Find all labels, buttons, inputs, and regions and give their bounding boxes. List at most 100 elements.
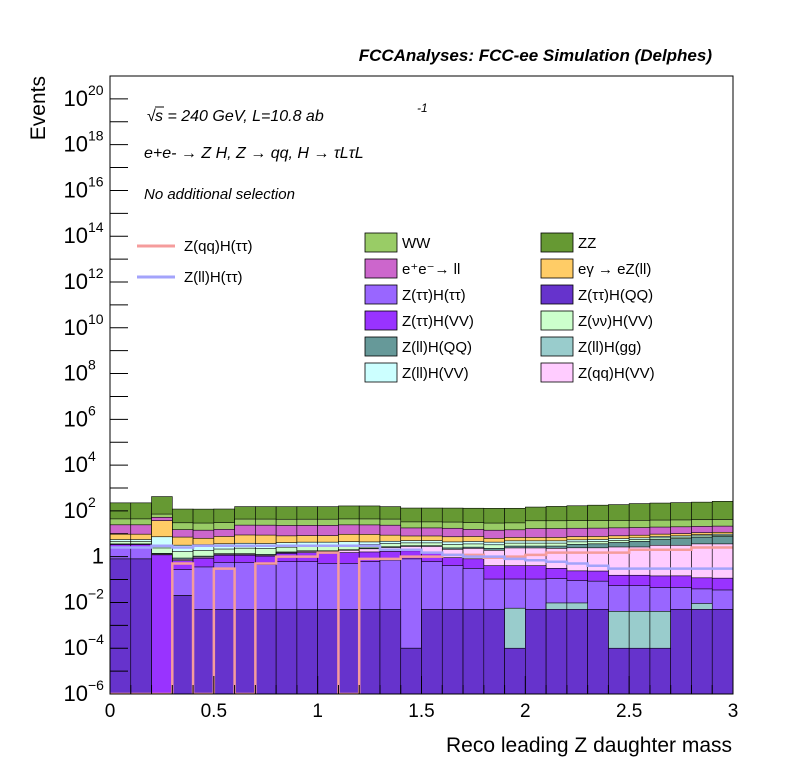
stack-bar [421,609,443,694]
legend-lines: Z(qq)H(ττ) Z(ll)H(ττ) [137,238,253,286]
sqrt-symbol-glyph: √ [147,108,156,125]
stack-bar [670,609,692,694]
stack-bar [255,609,277,694]
overlay-series-1 [110,544,733,570]
stack-bar [130,558,152,694]
y-tick-exponent: 20 [88,82,104,98]
stack-bar [441,609,464,694]
legend-fill-label: Z(qq)H(VV) [578,365,655,382]
stack-bar [275,609,298,694]
legend-fill-label: Z(νν)H(VV) [578,313,653,330]
legend-fill-swatch [540,310,574,331]
x-tick-label: 3 [728,701,739,722]
legend-fills: WW ZZ e⁺e⁻→ ll eγ → eZ(ll) Z(ττ)H(ττ) Z(ττ)H(… [364,232,655,383]
legend-fill-swatch [540,232,574,253]
y-tick-exponent: −4 [88,631,104,647]
legend-fill-swatch [364,362,398,383]
y-tick-label: 10 [64,635,88,660]
x-tick-label: 1 [312,701,323,722]
stack-bar [649,647,672,694]
stack-bar [462,609,485,694]
x-tick-label: 2.5 [616,701,642,722]
legend-fill-swatch [540,336,574,357]
legend-fill-swatch [540,258,574,279]
y-tick-label: 10 [64,269,88,294]
y-tick-label: 10 [64,177,88,202]
y-tick-label: 10 [64,223,88,248]
stack-bar [296,609,318,694]
y-tick-exponent: 8 [88,357,96,373]
stack-bar [317,609,339,694]
y-tick-label: 10 [64,86,88,111]
legend-fill-label: Z(ττ)H(VV) [402,313,474,330]
stack-bar [172,595,194,694]
stack-bar [711,609,733,694]
legend-fill-label: e⁺e⁻→ ll [402,261,460,278]
y-tick-exponent: 12 [88,265,104,281]
y-axis-label: Events [27,76,50,140]
legend-fill-label: WW [402,235,431,252]
y-tick-exponent: 2 [88,494,96,510]
y-tick-exponent: 16 [88,173,104,189]
legend-fill-label: Z(ll)H(gg) [578,339,641,356]
y-tick-label: 10 [64,315,88,340]
y-tick-exponent: 6 [88,402,96,418]
stack-bar [608,647,630,694]
x-tick-label: 1.5 [408,701,434,722]
legend-fill-label: Z(ll)H(VV) [402,365,469,382]
legend-fill-swatch [364,336,398,357]
selection-text: No additional selection [144,186,295,203]
stack-bar [628,647,651,694]
legend-line-label: Z(ll)H(ττ) [184,269,243,286]
process-text: e+e- → Z H, Z → qq, H → τLτL [144,145,364,162]
y-tick-exponent: −2 [88,585,104,601]
overlay-lines [110,544,733,694]
annotation-energy: √ s = 240 GeV, L=10.8 ab -1 [147,101,428,125]
legend-fill-label: ZZ [578,235,596,252]
y-tick-label: 10 [64,361,88,386]
stack-bar [545,609,568,694]
stack-bar [504,647,526,694]
stack-bar [213,609,235,694]
y-tick-label: 10 [64,132,88,157]
x-tick-label: 0 [105,701,116,722]
legend-fill-swatch [364,258,398,279]
legend-fill-swatch [540,362,574,383]
overlay-series-0 [110,546,733,694]
stack-bar [525,609,547,694]
stack-bar [358,609,381,694]
energy-lumi-text: s = 240 GeV, L=10.8 ab [155,108,324,125]
stack-bar [691,609,713,694]
y-tick-exponent: −6 [88,677,104,693]
stack-bar [483,609,505,694]
legend-fill-label: Z(ττ)H(ττ) [402,287,466,304]
stack-bar [379,609,402,694]
stack-bar [151,554,173,694]
stack-bar [338,609,360,694]
x-axis-label: Reco leading Z daughter mass [446,734,732,757]
legend-fill-label: Z(ll)H(QQ) [402,339,472,356]
y-tick-label: 1 [92,544,104,569]
plot-header: FCCAnalyses: FCC-ee Simulation (Delphes) [359,46,713,65]
stack-bars [110,496,733,694]
stack-layer-0 [110,558,733,694]
stack-bar [192,609,215,694]
legend-fill-label: eγ → eZ(ll) [578,261,651,278]
y-tick-label: 10 [64,589,88,614]
stack-bar [400,647,422,694]
stack-bar [234,609,256,694]
legend-fill-swatch [364,310,398,331]
legend-fill-swatch [364,284,398,305]
stack-bar [587,609,609,694]
legend-line-label: Z(qq)H(ττ) [184,238,253,255]
lumi-exponent: -1 [417,101,428,115]
legend-fill-swatch [540,284,574,305]
y-tick-label: 10 [64,681,88,706]
y-tick-exponent: 14 [88,219,104,235]
y-tick-exponent: 10 [88,311,104,327]
x-tick-label: 2 [520,701,531,722]
legend-fill-swatch [364,232,398,253]
